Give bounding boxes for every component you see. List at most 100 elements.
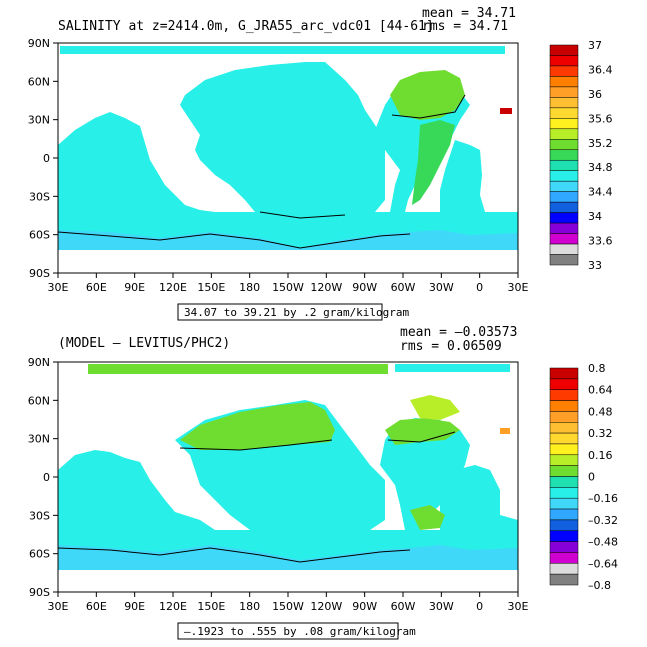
colorbar-swatch [549, 454, 579, 466]
panel1-arctic-strip [60, 46, 505, 54]
panel2-title: (MODEL – LEVITUS/PHC2) [58, 336, 230, 351]
colorbar-swatch [549, 180, 579, 192]
colorbar-swatch [549, 55, 579, 67]
x-tick-label: 150W [272, 281, 304, 294]
colorbar-label: 0.48 [588, 405, 613, 418]
x-tick-label: 30E [508, 281, 529, 294]
y-tick-label: 30N [28, 433, 50, 446]
colorbar-swatch [549, 128, 579, 140]
panel1-med-outflow [500, 108, 512, 114]
colorbar-swatch [549, 552, 579, 564]
x-tick-label: 0 [476, 600, 483, 613]
colorbar-label: 0.8 [588, 362, 606, 375]
y-tick-label: 0 [43, 471, 50, 484]
colorbar-swatch [549, 139, 579, 151]
colorbar-label: 0 [588, 471, 595, 484]
difference-panel: (MODEL – LEVITUS/PHC2) mean = –0.03573 r… [28, 325, 618, 640]
x-tick-label: 90E [124, 281, 145, 294]
panel2-contour-npac [179, 439, 333, 451]
panel2-range-box [177, 622, 399, 640]
panel2-ocean [57, 364, 518, 570]
y-tick-label: 60S [29, 548, 50, 561]
colorbar-swatch [549, 378, 579, 390]
colorbar-swatch [549, 573, 579, 586]
colorbar-label: 34 [588, 210, 602, 223]
colorbar-swatch [549, 487, 579, 499]
colorbar-label: 37 [588, 39, 602, 52]
y-tick-label: 0 [43, 152, 50, 165]
panel1-pacific-ocean [180, 62, 385, 212]
panel2-north-atlantic-green [385, 418, 460, 445]
x-tick-label: 150E [197, 281, 225, 294]
y-tick-label: 30N [28, 114, 50, 127]
colorbar-swatch [549, 170, 579, 182]
x-tick-label: 150E [197, 600, 225, 613]
panel2-colorbar: 0.8 0.64 0.48 0.32 0.16 0 –0.16 –0.32 –0.48 –0.64… [549, 362, 618, 592]
colorbar-label: 34.4 [588, 186, 613, 199]
colorbar-swatch [549, 541, 579, 553]
colorbar-swatch [549, 422, 579, 434]
colorbar-swatch [549, 400, 579, 412]
panel1-ocean [57, 46, 518, 250]
panel2-x-axis: 30E 60E 90E 120E 150E 180 150W 120W 90W 60W 30W 0 30… [48, 592, 529, 613]
x-tick-label: 90W [352, 281, 377, 294]
x-tick-label: 150W [272, 600, 304, 613]
panel1-range-box [177, 303, 383, 321]
panel1-contour-south [57, 231, 411, 249]
panel1-mean: mean = 34.71 [422, 6, 516, 21]
y-tick-label: 90S [29, 267, 50, 280]
x-tick-label: 120W [310, 600, 342, 613]
colorbar-swatch [549, 149, 579, 161]
colorbar-swatch [549, 243, 579, 255]
x-tick-label: 60E [86, 281, 107, 294]
colorbar-label: 35.2 [588, 137, 613, 150]
x-tick-label: 90W [352, 600, 377, 613]
colorbar-swatch [549, 191, 579, 203]
y-tick-label: 30S [29, 509, 50, 522]
x-tick-label: 120E [159, 600, 187, 613]
colorbar-swatch [549, 530, 579, 542]
colorbar-label: –0.32 [588, 514, 618, 527]
colorbar-swatch [549, 44, 579, 56]
colorbar-swatch [549, 86, 579, 98]
panel1-indian-ocean [58, 112, 215, 212]
panel1-x-axis: 30E 60E 90E 120E 150E 180 150W 120W 90W 60W 30W 0 30… [48, 273, 529, 294]
panel2-y-axis: 90N 60N 30N 0 30S 60S 90S [28, 356, 58, 599]
colorbar-label: –0.16 [588, 492, 618, 505]
colorbar-swatch [549, 233, 579, 245]
x-tick-label: 30E [48, 281, 69, 294]
colorbar-swatch [549, 159, 579, 171]
panel2-indian-ocean [58, 450, 215, 530]
colorbar-swatch [549, 367, 579, 380]
y-tick-label: 60N [28, 394, 50, 407]
x-tick-label: 30E [48, 600, 69, 613]
colorbar-label: 36.4 [588, 63, 613, 76]
panel1-rms: rms = 34.71 [422, 19, 508, 34]
x-tick-label: 120E [159, 281, 187, 294]
colorbar-swatch [549, 65, 579, 77]
panel2-atlantic-ocean [380, 418, 470, 530]
panel2-mean: mean = –0.03573 [400, 325, 517, 340]
colorbar-label: 36 [588, 88, 602, 101]
panel2-arctic-cyan [395, 364, 510, 372]
colorbar-swatch [549, 389, 579, 401]
colorbar-swatch [549, 465, 579, 477]
colorbar-swatch [549, 497, 579, 510]
x-tick-label: 180 [239, 600, 260, 613]
colorbar-label: 34.8 [588, 161, 613, 174]
y-tick-label: 90S [29, 586, 50, 599]
x-tick-label: 30E [508, 600, 529, 613]
panel2-arctic-strip [88, 364, 388, 374]
colorbar-swatch [549, 432, 579, 445]
colorbar-label: –0.64 [588, 557, 618, 570]
panel2-north-pacific-green [180, 402, 335, 450]
panel1-contour-sub [259, 211, 346, 219]
panel2-contour-south [57, 547, 411, 563]
colorbar-swatch [549, 254, 579, 266]
colorbar-swatch [549, 97, 579, 109]
colorbar-label: 0.16 [588, 449, 613, 462]
colorbar-swatch [549, 201, 579, 213]
x-tick-label: 0 [476, 281, 483, 294]
panel1-range-note: 34.07 to 39.21 by .2 gram/kilogram [184, 306, 410, 319]
